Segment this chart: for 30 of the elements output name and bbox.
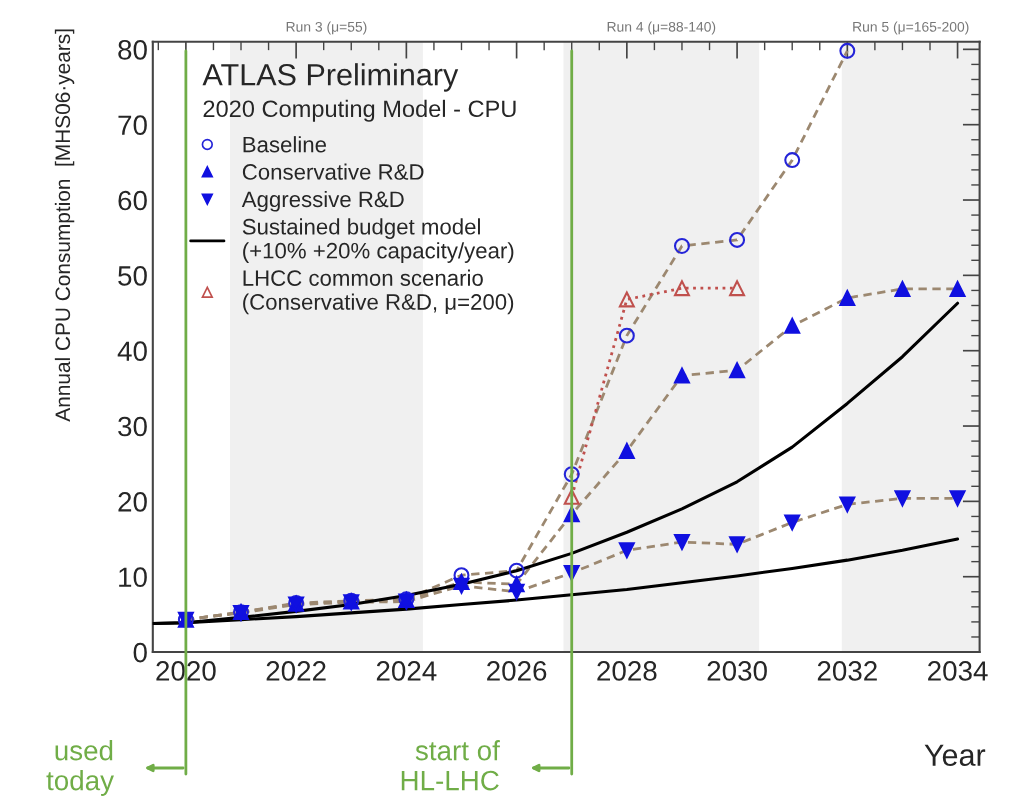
ref-line-label: used today <box>46 740 114 796</box>
y-tick-label: 50 <box>118 266 147 286</box>
x-tick-label: 2030 <box>707 661 767 681</box>
x-tick-label: 2026 <box>487 661 547 681</box>
text: ATLAS Preliminary <box>202 63 459 92</box>
y-tick-label: 80 <box>118 40 147 60</box>
x-tick-label: 2032 <box>817 661 877 681</box>
legend-label: Baseline <box>243 136 327 153</box>
y-axis-title: Annual CPU Consumption [MHS06·years] <box>54 29 75 422</box>
x-axis-title: Year <box>924 744 986 767</box>
legend-label: Conservative R&D <box>242 163 424 180</box>
y-tick-label: 20 <box>118 492 147 512</box>
band-label: Run 4 (μ=88-140) <box>607 21 716 35</box>
text: 2020 Computing Model - CPU <box>203 99 516 122</box>
legend-label: Sustained budget model (+10% +20% capacity/year) <box>242 218 514 263</box>
y-tick-label: 0 <box>133 642 147 663</box>
x-tick-label: 2022 <box>266 661 326 681</box>
y-tick-label: 60 <box>118 190 147 211</box>
band-label: Run 3 (μ=55) <box>286 21 367 35</box>
x-tick-label: 2034 <box>928 661 988 681</box>
band-label: Run 5 (μ=165-200) <box>853 21 969 35</box>
y-tick-label: 10 <box>119 567 147 588</box>
legend-label: Aggressive R&D <box>241 190 404 212</box>
y-tick-label: 40 <box>117 341 147 362</box>
legend-label: LHCC common scenario (Conservative R&D, μ=200) <box>243 269 514 315</box>
x-tick-label: 2024 <box>376 661 437 681</box>
y-tick-label: 70 <box>118 115 147 136</box>
x-tick-label: 2028 <box>597 661 657 681</box>
y-tick-label: 30 <box>118 416 147 437</box>
ref-line-label: start of HL-LHC <box>401 740 500 791</box>
